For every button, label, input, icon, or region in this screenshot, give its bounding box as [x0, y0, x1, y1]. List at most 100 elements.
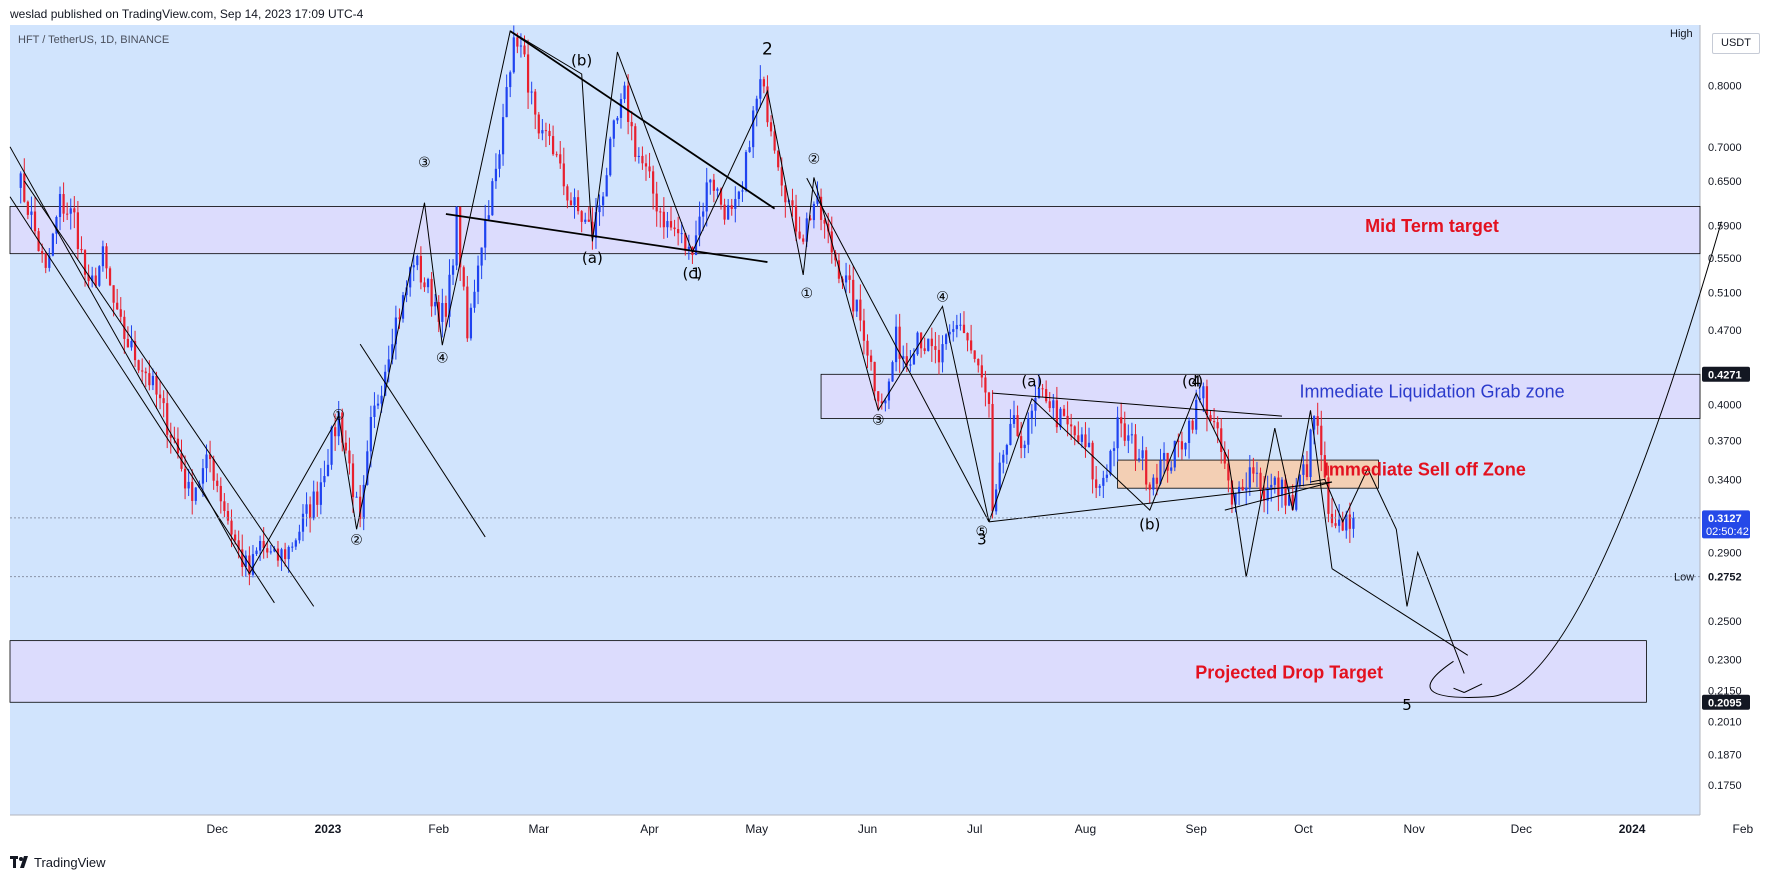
currency-button[interactable]: USDT: [1712, 33, 1760, 54]
candle-body: [573, 197, 576, 206]
candle-body: [216, 480, 219, 486]
candle-body: [1073, 426, 1076, 436]
candle-body: [1062, 408, 1066, 416]
candle-body: [634, 126, 637, 157]
wave-label: ④: [936, 290, 949, 306]
candle-body: [534, 91, 537, 115]
candle-body: [887, 381, 891, 401]
candle-body: [323, 476, 326, 483]
candle-body: [344, 442, 347, 451]
y-tick-label: 0.2010: [1708, 716, 1742, 728]
candle-body: [398, 317, 401, 319]
candle-body: [230, 520, 233, 535]
candle-body: [802, 238, 805, 242]
candle-body: [1348, 514, 1351, 529]
candle-body: [498, 154, 501, 169]
candle-body: [526, 54, 530, 93]
y-tick-label: 0.4700: [1708, 325, 1742, 337]
candle-body: [1291, 494, 1294, 510]
candle-body: [126, 338, 130, 348]
candle-body: [630, 121, 633, 127]
candle-body: [812, 203, 816, 221]
candle-body: [844, 275, 848, 283]
time-axis-background: [10, 815, 1775, 845]
candle-body: [119, 309, 122, 317]
candle-body: [666, 221, 669, 228]
candle-body: [705, 182, 708, 212]
wave-label: ④: [436, 351, 449, 367]
candle-body: [394, 317, 397, 345]
candle-body: [898, 326, 901, 359]
candle-body: [777, 150, 780, 168]
candle-body: [702, 211, 705, 217]
candle-body: [1223, 452, 1226, 464]
candle-body: [855, 299, 858, 312]
candle-body: [1127, 435, 1130, 441]
candle-body: [809, 218, 812, 221]
candle-body: [1266, 487, 1269, 501]
candle-body: [291, 546, 294, 548]
candle-body: [1048, 401, 1051, 409]
candle-body: [1091, 442, 1094, 480]
candle-body: [151, 375, 155, 386]
candle-body: [466, 286, 469, 339]
candle-body: [551, 136, 555, 155]
candle-body: [1316, 416, 1319, 426]
candle-body: [637, 155, 640, 157]
candle-body: [141, 370, 144, 372]
price-label: 0.4271: [1708, 369, 1742, 381]
candle-body: [684, 233, 687, 251]
candle-body: [1338, 519, 1341, 526]
candle-body: [255, 550, 258, 555]
candle-body: [262, 540, 265, 549]
x-tick-label: Apr: [640, 822, 659, 836]
candle-body: [959, 324, 962, 326]
candle-body: [1227, 463, 1230, 481]
candle-body: [23, 173, 26, 202]
footer-brand[interactable]: TradingView: [10, 852, 106, 872]
candle-body: [619, 99, 623, 118]
candle-body: [137, 360, 140, 371]
candle-body: [1023, 444, 1026, 449]
wave-path: [248, 30, 990, 574]
x-tick-label: Nov: [1403, 822, 1424, 836]
candle-body: [144, 371, 147, 374]
candle-body: [1202, 386, 1205, 399]
candle-body: [484, 219, 487, 248]
candle-body: [891, 362, 894, 382]
wave-label: ①: [800, 286, 813, 302]
y-tick-label: 0.2300: [1708, 654, 1742, 666]
candle-body: [1052, 400, 1055, 409]
trend-line: [988, 481, 1333, 523]
candle-body: [441, 302, 444, 322]
candle-body: [541, 130, 544, 134]
candle-body: [1102, 477, 1105, 486]
candle-body: [26, 201, 29, 215]
candle-body: [1173, 440, 1176, 468]
candle-body: [712, 179, 715, 191]
candle-body: [930, 338, 933, 347]
y-tick-label: 0.6500: [1708, 176, 1742, 188]
candle-body: [655, 193, 658, 212]
trend-line: [9, 196, 275, 604]
candle-body: [1230, 480, 1234, 505]
candle-body: [862, 320, 866, 341]
candle-body: [859, 299, 862, 321]
candle-body: [1259, 472, 1262, 491]
candle-body: [187, 481, 190, 489]
candle-body: [1109, 450, 1112, 475]
candle-body: [158, 394, 162, 399]
footer-brand-label: TradingView: [34, 854, 106, 870]
wave-label: 1: [691, 264, 701, 282]
candle-body: [462, 267, 465, 287]
wave-label: 5: [1402, 696, 1412, 714]
candle-body: [970, 340, 973, 351]
candle-body: [284, 549, 287, 560]
price-countdown: 02:50:42: [1706, 526, 1749, 538]
candle-body: [380, 395, 383, 404]
candle-body: [909, 364, 912, 366]
candle-body: [1095, 479, 1098, 488]
candle-body: [587, 219, 590, 222]
price-label: 0.2095: [1708, 697, 1742, 709]
